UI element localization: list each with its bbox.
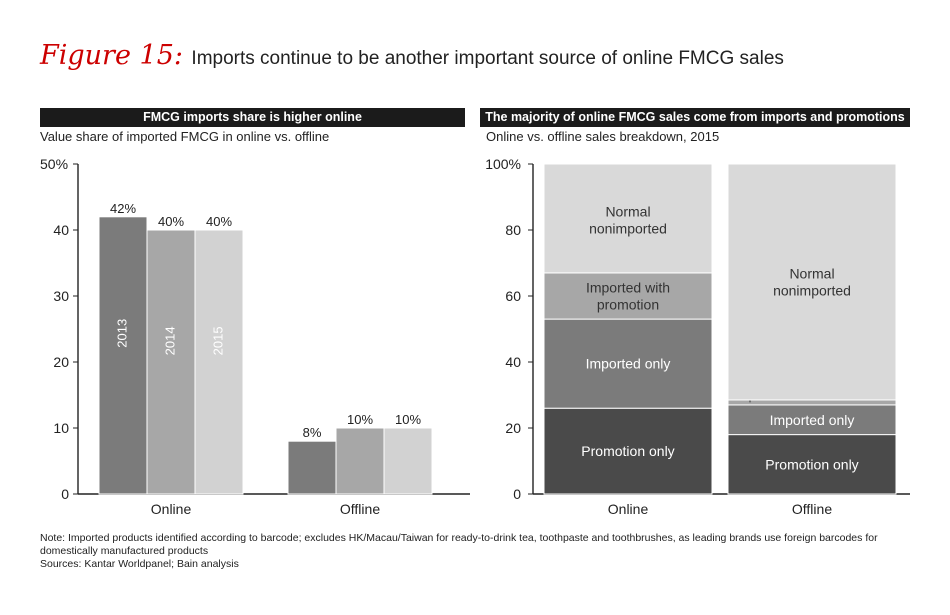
segment-online-normal-nonimported	[543, 163, 713, 274]
figure-label: Figure 15:	[40, 40, 183, 71]
series-label-2015: 2015	[210, 326, 225, 355]
figure-heading: Imports continue to be another important…	[191, 48, 784, 69]
y-tick-label: 60	[505, 288, 521, 304]
y-tick-label: 80	[505, 222, 521, 238]
footnotes: Note: Imported products identified accor…	[40, 532, 920, 570]
data-label: 10%	[347, 412, 373, 427]
y-tick-label-top: 50%	[40, 156, 68, 172]
segment-label-offline-normal-nonimported: Normal	[789, 266, 834, 282]
y-tick-label: 40	[53, 222, 69, 238]
y-tick-label: 20	[53, 354, 69, 370]
series-label-2013: 2013	[114, 319, 129, 348]
segment-label-offline-imported-only: Imported only	[770, 412, 855, 428]
bar-online-2013	[98, 216, 148, 495]
segment-label-offline-promotion-only: Promotion only	[765, 456, 858, 472]
bar-offline-2014	[335, 427, 385, 495]
segment-label-online-normal-nonimported: nonimported	[589, 221, 667, 237]
right-panel-subtitle: Online vs. offline sales breakdown, 2015	[486, 129, 720, 144]
segment-offline-imported-with-promotion	[727, 399, 897, 406]
left-panel-header: FMCG imports share is higher online	[40, 108, 465, 127]
bar-online-2014	[146, 229, 196, 495]
note-text: Note: Imported products identified accor…	[40, 532, 878, 557]
y-tick-label-top: 100%	[485, 156, 521, 172]
bar-online-2015	[194, 229, 244, 495]
left-panel-subtitle: Value share of imported FMCG in online v…	[40, 129, 330, 144]
category-label-online: Online	[151, 501, 192, 517]
bar-offline-2013	[287, 440, 337, 495]
segment-label-online-imported-with-promotion: Imported with	[586, 280, 670, 296]
data-label: 42%	[110, 201, 136, 216]
category-label-offline: Offline	[340, 501, 380, 517]
segment-offline-promotion-only	[727, 434, 897, 495]
y-tick-label: 30	[53, 288, 69, 304]
figure-title: Figure 15: Imports continue to be anothe…	[40, 40, 784, 71]
y-tick-label: 20	[505, 420, 521, 436]
segment-online-imported-with-promotion	[543, 272, 713, 320]
sources-text: Sources: Kantar Worldpanel; Bain analysi…	[40, 557, 239, 570]
y-tick-label: 40	[505, 354, 521, 370]
segment-offline-normal-nonimported	[727, 163, 897, 401]
data-label: 10%	[395, 412, 421, 427]
sales-breakdown-chart: 0 20 40 60 80 100% Promotion only Imported only…	[485, 156, 910, 517]
segment-label-online-promotion-only: Promotion only	[581, 443, 674, 459]
category-label-online: Online	[608, 501, 649, 517]
y-tick-label: 0	[513, 486, 521, 502]
y-tick-label: 0	[61, 486, 69, 502]
segment-label-online-normal-nonimported: Normal	[605, 204, 650, 220]
segment-label-offline-normal-nonimported: nonimported	[773, 283, 851, 299]
right-panel-header: The majority of online FMCG sales come f…	[480, 108, 910, 127]
y-tick-label: 10	[53, 420, 69, 436]
segment-label-online-imported-only: Imported only	[586, 356, 671, 372]
series-label-2014: 2014	[162, 326, 177, 355]
segment-online-promotion-only	[543, 407, 713, 495]
data-label: 40%	[158, 214, 184, 229]
bar-offline-2015	[383, 427, 433, 495]
segment-label-online-imported-with-promotion: promotion	[597, 297, 659, 313]
data-label: 8%	[303, 425, 322, 440]
data-label: 40%	[206, 214, 232, 229]
imports-share-chart: 0 10 20 30 40 50% 42% 2013 40% 2014 40% 2015 Online 8…	[40, 156, 470, 517]
category-label-offline: Offline	[792, 501, 832, 517]
